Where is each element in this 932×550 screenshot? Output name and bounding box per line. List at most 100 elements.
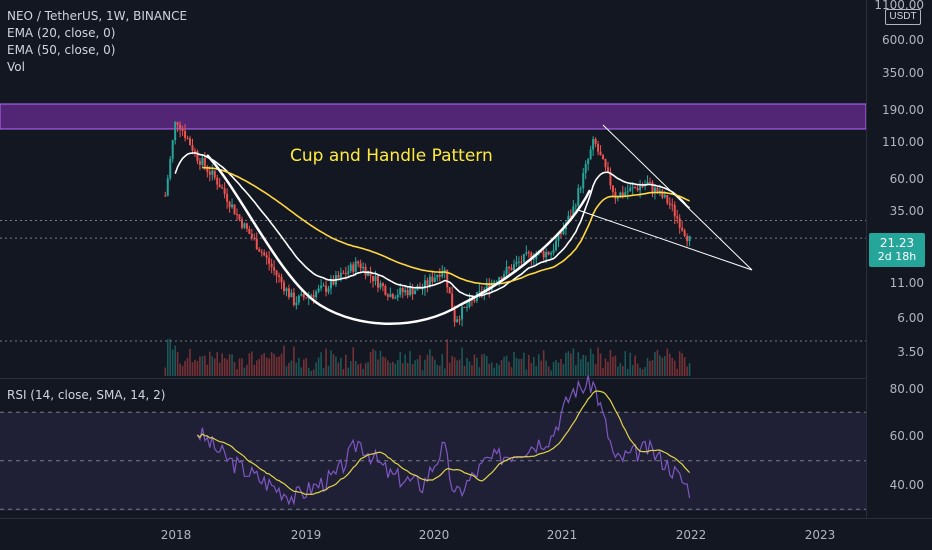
volume-bar <box>176 352 179 376</box>
volume-bar <box>577 352 580 376</box>
volume-bar <box>169 338 172 376</box>
candle-body <box>500 277 503 279</box>
indicator-volume[interactable]: Vol <box>7 60 25 74</box>
candle-body <box>626 191 629 193</box>
rsi-lines <box>0 375 866 510</box>
candle-body <box>332 279 335 285</box>
candle-body <box>292 292 295 305</box>
candle-body <box>547 252 550 255</box>
volume-bar <box>651 360 654 376</box>
indicator-ema20[interactable]: EMA (20, close, 0) <box>7 26 116 40</box>
volume-bar <box>582 354 585 376</box>
candle-body <box>329 279 332 289</box>
wedge-upper-trendline[interactable] <box>602 124 753 271</box>
volume-bar <box>310 370 312 376</box>
volume-bar <box>174 345 176 376</box>
time-tick: 2020 <box>418 528 450 542</box>
indicator-rsi[interactable]: RSI (14, close, SMA, 14, 2) <box>7 388 166 402</box>
volume-bar <box>530 362 533 376</box>
candle-body <box>512 264 515 271</box>
last-price-label: 21.23 2d 18h <box>869 233 925 267</box>
candle-body <box>619 192 622 198</box>
candle-body <box>574 205 577 207</box>
volume-bar <box>166 339 169 376</box>
volume-bar <box>476 357 478 376</box>
volume-bar <box>347 367 350 376</box>
candle-body <box>231 204 234 208</box>
volume-bar <box>587 361 589 376</box>
volume-bar <box>194 359 196 376</box>
candle-body <box>597 143 600 152</box>
candle-body <box>498 277 501 282</box>
candle-body <box>414 290 417 295</box>
price-tick: 11.00 <box>889 276 924 290</box>
candle-body <box>510 267 513 271</box>
candle-body <box>631 187 634 189</box>
volume-bar <box>241 358 243 376</box>
volume-bar <box>392 361 394 376</box>
candle-body <box>508 266 511 268</box>
currency-badge[interactable]: USDT <box>885 9 921 25</box>
volume-bar <box>555 360 557 376</box>
price-tick: 350.00 <box>882 66 924 80</box>
candle-body <box>473 300 476 302</box>
volume-bar <box>537 354 540 376</box>
cup-handle-annotation[interactable]: Cup and Handle Pattern <box>290 146 493 166</box>
candle-body <box>290 292 293 298</box>
candle-body <box>594 139 597 144</box>
volume-bar <box>312 369 315 376</box>
volume-bar <box>320 352 322 376</box>
candle-body <box>624 192 627 196</box>
rsi-ma-line <box>196 390 691 496</box>
volume-bar <box>340 357 342 376</box>
volume-bar <box>438 365 441 376</box>
last-price-value: 21.23 <box>879 236 915 250</box>
volume-bar <box>604 358 607 376</box>
indicator-ema50[interactable]: EMA (50, close, 0) <box>7 43 116 57</box>
candle-body <box>253 237 256 239</box>
wedge-lower-trendline[interactable] <box>577 209 753 271</box>
volume-bar <box>377 359 379 376</box>
volume-bar <box>302 359 305 376</box>
volume-bar <box>419 355 421 376</box>
candle-body <box>265 255 268 258</box>
cup-arc-drawing[interactable] <box>206 154 592 325</box>
volume-bar <box>204 355 206 376</box>
volume-bar <box>246 364 248 376</box>
candle-body <box>572 206 575 217</box>
volume-bar <box>305 358 308 376</box>
candle-body <box>250 234 253 238</box>
volume-bar <box>622 365 624 376</box>
volume-bar <box>579 359 582 376</box>
symbol-title[interactable]: NEO / TetherUS, 1W, BINANCE <box>7 9 188 23</box>
volume-bar <box>295 362 298 376</box>
candle-body <box>562 229 565 234</box>
candle-body <box>542 251 545 258</box>
volume-bar <box>515 357 518 376</box>
volume-bar <box>218 362 221 376</box>
volume-bar <box>387 360 389 376</box>
volume-bar <box>248 353 251 376</box>
volume-bar <box>253 364 256 376</box>
candle-body <box>379 283 382 288</box>
candle-body <box>517 261 520 263</box>
candle-body <box>374 276 377 282</box>
price-tick: 600.00 <box>882 33 924 47</box>
volume-bar <box>372 348 374 376</box>
volume-bar <box>364 363 367 376</box>
candle-body <box>295 302 298 305</box>
volume-bar <box>424 359 426 376</box>
candle-body <box>428 276 431 286</box>
volume-bar <box>673 360 676 376</box>
candle-body <box>634 187 637 189</box>
volume-bar <box>671 357 674 376</box>
volume-bar <box>265 357 268 376</box>
candle-body <box>602 155 605 159</box>
candle-body <box>611 185 614 192</box>
candle-body <box>604 158 607 168</box>
volume-bar <box>213 358 216 376</box>
candle-body <box>181 129 184 131</box>
candle-body <box>478 291 481 293</box>
